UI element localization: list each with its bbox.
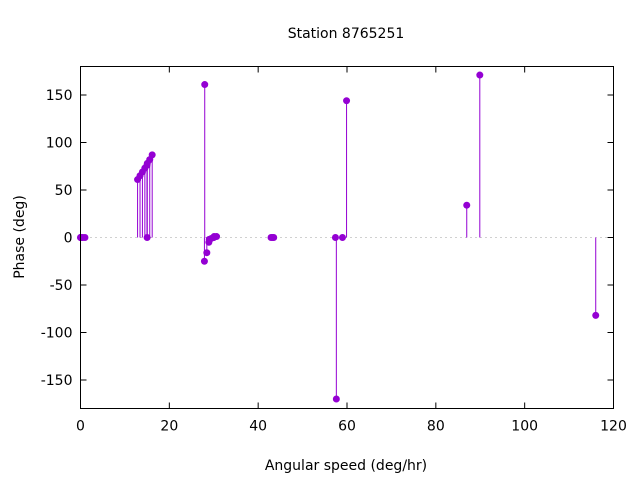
x-tick-label: 80 <box>427 419 445 435</box>
data-point <box>338 234 346 241</box>
x-tick-label: 60 <box>338 419 356 435</box>
data-point <box>592 311 600 319</box>
y-tick-label: 0 <box>64 231 73 247</box>
x-tick-label: 20 <box>160 419 178 435</box>
data-point <box>332 395 340 403</box>
y-tick-label: -100 <box>41 326 73 342</box>
data-point <box>200 257 208 265</box>
chart-title: Station 8765251 <box>288 26 405 42</box>
data-point <box>213 233 221 241</box>
x-tick-label: 120 <box>600 419 627 435</box>
x-tick-label: 0 <box>76 419 85 435</box>
y-tick-label: -50 <box>50 278 73 294</box>
x-tick-label: 100 <box>511 419 538 435</box>
plot-frame <box>80 66 614 409</box>
data-point <box>270 234 278 241</box>
y-tick-label: 150 <box>46 88 73 104</box>
x-tick-label: 40 <box>249 419 267 435</box>
y-tick-label: 100 <box>46 136 73 152</box>
y-axis-label: Phase (deg) <box>12 195 28 279</box>
y-tick-label: -150 <box>41 373 73 389</box>
data-point <box>476 71 484 79</box>
data-point <box>203 249 211 257</box>
data-point <box>331 234 339 241</box>
data-point <box>343 97 351 105</box>
data-point <box>81 234 89 241</box>
data-point <box>148 151 156 159</box>
x-axis-label: Angular speed (deg/hr) <box>265 458 427 474</box>
data-point <box>201 81 209 89</box>
data-point <box>463 201 471 209</box>
y-tick-label: 50 <box>55 183 73 199</box>
